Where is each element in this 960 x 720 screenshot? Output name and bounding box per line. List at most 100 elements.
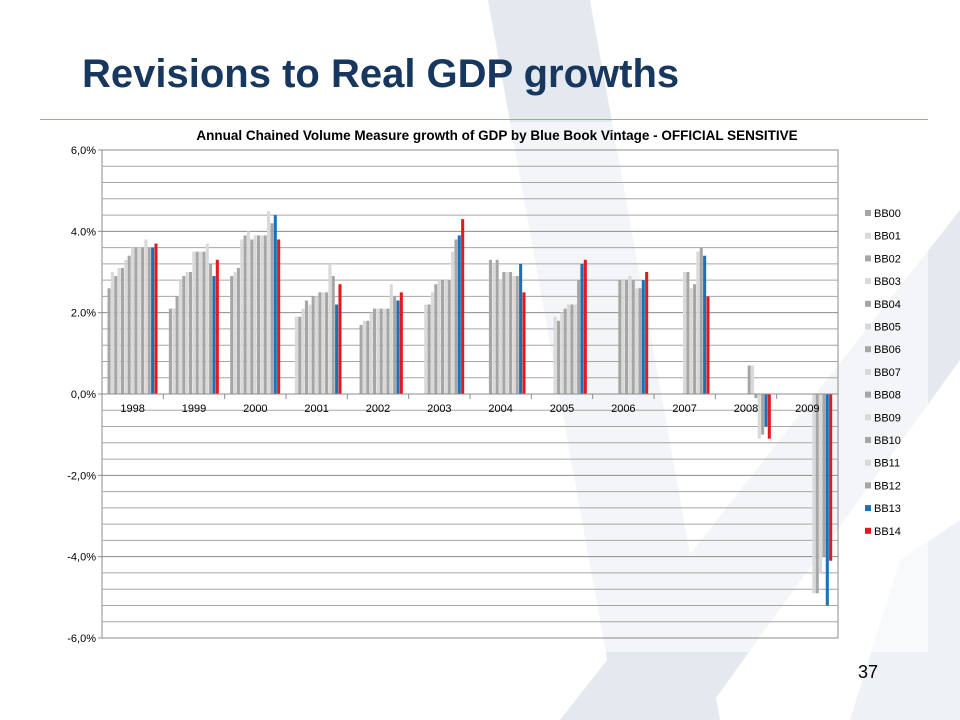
legend-swatch-bb06: [865, 346, 871, 353]
legend-swatch-bb05: [865, 323, 871, 330]
legend-swatch-bb08: [865, 391, 871, 398]
bar-bb03-2002: [362, 320, 366, 394]
bar-bb11-1998: [144, 239, 148, 394]
bar-bb04-2004: [488, 259, 492, 394]
bar-bb07-1998: [130, 247, 135, 394]
bar-bb12-1999: [209, 263, 213, 394]
bar-bb10-1999: [202, 251, 206, 394]
bar-bb10-2005: [570, 304, 574, 394]
bar-bb05-2002: [369, 312, 373, 394]
bar-bb07-2002: [376, 308, 380, 394]
legend-label-bb05: BB05: [874, 322, 901, 334]
bar-bb13-2007: [703, 255, 707, 394]
bar-bb11-2000: [267, 211, 271, 394]
x-tick-label: 2000: [243, 403, 267, 415]
slide-title: Revisions to Real GDP growths: [82, 52, 680, 96]
bar-bb10-1998: [141, 247, 145, 394]
bar-bb13-2003: [457, 235, 461, 394]
x-tick-label: 2007: [672, 403, 696, 415]
bar-bb11-2005: [573, 304, 577, 394]
bar-bb09-2004: [505, 272, 509, 394]
bar-bb04-1998: [120, 267, 124, 394]
legend-swatch-bb12: [865, 482, 871, 489]
bar-bb07-2003: [437, 280, 441, 394]
legend-label-bb08: BB08: [874, 390, 901, 402]
bar-bb14-2006: [645, 272, 649, 394]
legend-swatch-bb00: [865, 210, 871, 216]
legend-label-bb06: BB06: [874, 344, 901, 356]
bar-bb09-1999: [199, 251, 203, 394]
legend-label-bb03: BB03: [874, 276, 901, 288]
bar-bb08-2005: [563, 308, 567, 394]
bar-bb10-2006: [631, 280, 635, 394]
bar-bb01-1998: [110, 272, 114, 394]
bar-bb04-2000: [243, 235, 247, 394]
y-tick-label: 6,0%: [71, 145, 96, 157]
bar-bb10-2007: [693, 284, 697, 394]
bar-bb05-2003: [430, 292, 434, 394]
bar-bb08-2002: [379, 308, 383, 394]
bar-bb12-2008: [761, 394, 765, 435]
legend-swatch-bb01: [865, 232, 871, 239]
legend-swatch-bb07: [865, 368, 871, 375]
bar-bb12-2001: [331, 276, 335, 394]
bar-bb05-2000: [246, 231, 250, 394]
bar-bb00-1999: [168, 308, 172, 394]
bar-bb04-2001: [304, 300, 308, 394]
y-tick-label: -2,0%: [67, 470, 96, 482]
bar-bb12-2005: [577, 280, 581, 394]
bar-bb06-2003: [434, 284, 438, 394]
bar-bb02-2001: [298, 316, 302, 394]
legend-swatch-bb11: [865, 459, 871, 466]
bar-bb06-1999: [188, 272, 193, 394]
x-tick-label: 2009: [795, 403, 819, 415]
bar-bb11-2008: [757, 394, 761, 439]
bar-bb10-2003: [447, 280, 451, 394]
y-tick-label: -4,0%: [67, 552, 96, 564]
bar-bb05-2004: [492, 263, 496, 394]
legend-label-bb00: BB00: [874, 208, 901, 220]
bar-bb12-2007: [699, 247, 703, 394]
legend-swatch-bb14: [865, 527, 871, 534]
bar-bb10-2009: [815, 394, 819, 594]
bar-bb11-2002: [389, 284, 393, 394]
bar-bb08-2008: [747, 365, 751, 394]
x-tick-label: 2002: [366, 403, 390, 415]
bar-bb07-2001: [314, 296, 319, 394]
bar-bb14-2002: [399, 292, 403, 394]
bar-bb10-2001: [325, 292, 329, 394]
legend-label-bb14: BB14: [874, 526, 901, 538]
bar-bb14-2004: [522, 292, 526, 394]
bar-bb11-2004: [512, 276, 516, 394]
bar-bb09-2009: [812, 394, 816, 594]
bar-bb07-2006: [621, 280, 625, 394]
bar-bb14-2001: [338, 284, 342, 394]
bar-bb13-2005: [580, 263, 584, 394]
bar-bb14-1998: [154, 243, 158, 394]
x-tick-label: 1999: [182, 403, 206, 415]
legend-swatch-bb04: [865, 300, 871, 307]
y-tick-label: 0,0%: [71, 389, 96, 401]
bar-bb08-2000: [257, 235, 261, 394]
bar-bb03-1998: [117, 267, 121, 394]
legend-label-bb04: BB04: [874, 299, 901, 311]
bar-bb03-2000: [240, 239, 244, 394]
title-divider: [40, 119, 928, 120]
bar-bb04-2003: [427, 304, 431, 394]
bar-bb10-2008: [754, 394, 758, 399]
bar-bb05-2005: [553, 316, 557, 394]
bar-bb03-2003: [424, 304, 428, 394]
bar-bb03-1999: [178, 280, 182, 394]
page-number: 37: [858, 662, 879, 682]
bar-bb11-2006: [635, 288, 639, 394]
bar-bb04-2002: [366, 320, 370, 394]
bar-bb14-2009: [829, 394, 833, 561]
bar-bb08-2006: [625, 280, 629, 394]
bar-bb09-2008: [751, 365, 755, 394]
y-tick-label: 4.0%: [71, 226, 96, 238]
bar-bb13-1998: [151, 247, 155, 394]
bar-bb01-1999: [172, 308, 176, 394]
bar-bb08-1999: [195, 251, 199, 394]
chart-title: Annual Chained Volume Measure growth of …: [196, 128, 797, 143]
